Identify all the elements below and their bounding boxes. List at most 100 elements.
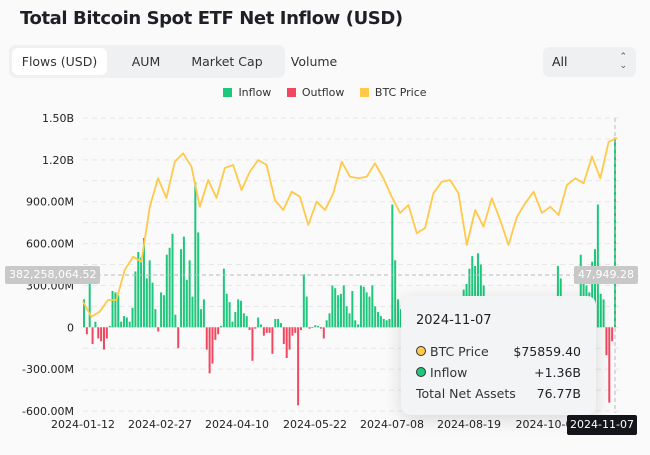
legend-outflow[interactable]: Outflow [286, 86, 344, 99]
inflow-bar[interactable] [220, 325, 223, 328]
inflow-bar[interactable] [120, 321, 123, 328]
inflow-bar[interactable] [142, 237, 145, 328]
outflow-bar[interactable] [85, 327, 88, 335]
outflow-bar[interactable] [208, 327, 211, 374]
outflow-bar[interactable] [105, 327, 108, 339]
outflow-bar[interactable] [262, 327, 265, 336]
inflow-bar[interactable] [137, 251, 140, 328]
inflow-bar[interactable] [257, 317, 260, 328]
inflow-bar[interactable] [317, 325, 320, 328]
inflow-bar[interactable] [88, 278, 91, 328]
outflow-bar[interactable] [294, 327, 297, 333]
outflow-bar[interactable] [254, 327, 257, 329]
outflow-bar[interactable] [97, 327, 100, 339]
inflow-bar[interactable] [240, 300, 243, 328]
inflow-bar[interactable] [476, 253, 479, 328]
outflow-bar[interactable] [100, 327, 103, 342]
tab-aum[interactable]: AUM [131, 54, 161, 69]
inflow-bar[interactable] [365, 292, 368, 328]
outflow-bar[interactable] [319, 327, 322, 329]
inflow-bar[interactable] [374, 306, 377, 328]
inflow-bar[interactable] [197, 232, 200, 328]
inflow-bar[interactable] [114, 292, 117, 328]
inflow-bar[interactable] [202, 299, 205, 328]
inflow-bar[interactable] [599, 293, 602, 328]
outflow-bar[interactable] [611, 327, 614, 342]
outflow-bar[interactable] [102, 327, 105, 350]
inflow-bar[interactable] [279, 323, 282, 328]
inflow-bar[interactable] [145, 278, 148, 328]
legend-btc-price[interactable]: BTC Price [359, 86, 427, 99]
inflow-bar[interactable] [394, 260, 397, 328]
outflow-bar[interactable] [299, 327, 302, 331]
inflow-bar[interactable] [188, 260, 191, 328]
inflow-bar[interactable] [242, 313, 245, 328]
inflow-bar[interactable] [200, 309, 203, 328]
tab-market-cap[interactable]: Market Cap [191, 54, 263, 69]
inflow-bar[interactable] [165, 254, 168, 328]
inflow-bar[interactable] [579, 254, 582, 328]
inflow-bar[interactable] [128, 321, 131, 328]
inflow-bar[interactable] [382, 318, 385, 328]
inflow-bar[interactable] [185, 279, 188, 328]
outflow-bar[interactable] [251, 327, 254, 361]
inflow-bar[interactable] [111, 291, 114, 328]
inflow-bar[interactable] [328, 313, 331, 328]
inflow-bar[interactable] [174, 314, 177, 328]
inflow-bar[interactable] [191, 296, 194, 328]
outflow-bar[interactable] [217, 327, 220, 335]
inflow-bar[interactable] [391, 204, 394, 328]
outflow-bar[interactable] [608, 327, 611, 403]
inflow-bar[interactable] [305, 296, 308, 328]
outflow-bar[interactable] [248, 327, 251, 331]
inflow-bar[interactable] [594, 249, 597, 328]
inflow-bar[interactable] [122, 316, 125, 328]
inflow-bar[interactable] [362, 286, 365, 328]
inflow-bar[interactable] [274, 318, 277, 328]
inflow-bar[interactable] [334, 288, 337, 328]
inflow-bar[interactable] [131, 307, 134, 328]
inflow-bar[interactable] [125, 317, 128, 328]
inflow-bar[interactable] [342, 285, 345, 328]
inflow-bar[interactable] [171, 233, 174, 328]
inflow-bar[interactable] [471, 256, 474, 328]
inflow-bar[interactable] [154, 309, 157, 328]
outflow-bar[interactable] [157, 327, 160, 332]
inflow-bar[interactable] [83, 299, 85, 328]
inflow-bar[interactable] [339, 293, 342, 328]
outflow-bar[interactable] [177, 327, 180, 349]
inflow-bar[interactable] [108, 325, 111, 328]
inflow-bar[interactable] [359, 285, 362, 328]
inflow-bar[interactable] [117, 295, 120, 328]
outflow-bar[interactable] [282, 327, 285, 345]
outflow-bar[interactable] [211, 327, 214, 364]
outflow-bar[interactable] [297, 327, 300, 406]
inflow-bar[interactable] [140, 257, 143, 328]
inflow-bar[interactable] [596, 204, 599, 328]
outflow-bar[interactable] [91, 327, 94, 345]
outflow-bar[interactable] [205, 327, 208, 350]
inflow-bar[interactable] [245, 316, 248, 328]
inflow-bar[interactable] [379, 316, 382, 328]
inflow-bar[interactable] [377, 311, 380, 328]
inflow-bar[interactable] [371, 285, 374, 328]
inflow-bar[interactable] [234, 311, 237, 328]
inflow-bar[interactable] [397, 299, 400, 328]
outflow-bar[interactable] [271, 327, 274, 354]
inflow-bar[interactable] [225, 293, 228, 328]
outflow-bar[interactable] [308, 327, 311, 329]
inflow-bar[interactable] [148, 260, 151, 328]
outflow-bar[interactable] [605, 327, 608, 356]
outflow-bar[interactable] [268, 327, 271, 333]
inflow-bar[interactable] [351, 291, 354, 328]
outflow-bar[interactable] [288, 327, 291, 350]
inflow-bar[interactable] [479, 264, 482, 328]
inflow-bar[interactable] [337, 295, 340, 328]
inflow-bar[interactable] [399, 309, 402, 328]
inflow-bar[interactable] [228, 302, 231, 328]
inflow-bar[interactable] [151, 282, 154, 328]
inflow-bar[interactable] [345, 306, 348, 328]
inflow-bar[interactable] [237, 299, 240, 328]
inflow-bar[interactable] [180, 249, 183, 328]
